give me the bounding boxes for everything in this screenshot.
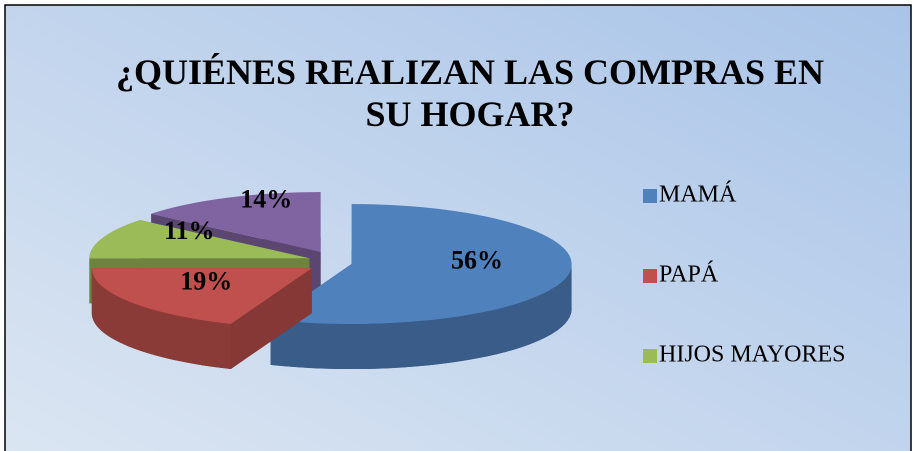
legend-label: MAMÁ: [659, 182, 737, 208]
slice-top: [270, 204, 572, 325]
slice-top: [89, 220, 310, 259]
slice-top: [91, 268, 312, 324]
data-label: 56%: [451, 245, 503, 274]
legend-swatch: [643, 349, 657, 363]
legend-swatch: [643, 189, 657, 203]
legend-label: PAPÁ: [659, 262, 719, 288]
pie-slice: [270, 204, 572, 370]
data-label: 14%: [240, 184, 292, 213]
slice-top: [151, 192, 321, 253]
chart-title: ¿QUIÉNES REALIZAN LAS COMPRAS EN SU HOGAR…: [116, 52, 824, 134]
slice-side: [91, 268, 231, 369]
data-label: 11%: [164, 216, 215, 245]
pie-slice: [91, 268, 312, 369]
legend-label: HIJOS MAYORES: [659, 342, 846, 368]
data-label: 19%: [180, 266, 232, 295]
legend-swatch: [643, 269, 657, 283]
slice-side: [270, 264, 572, 370]
